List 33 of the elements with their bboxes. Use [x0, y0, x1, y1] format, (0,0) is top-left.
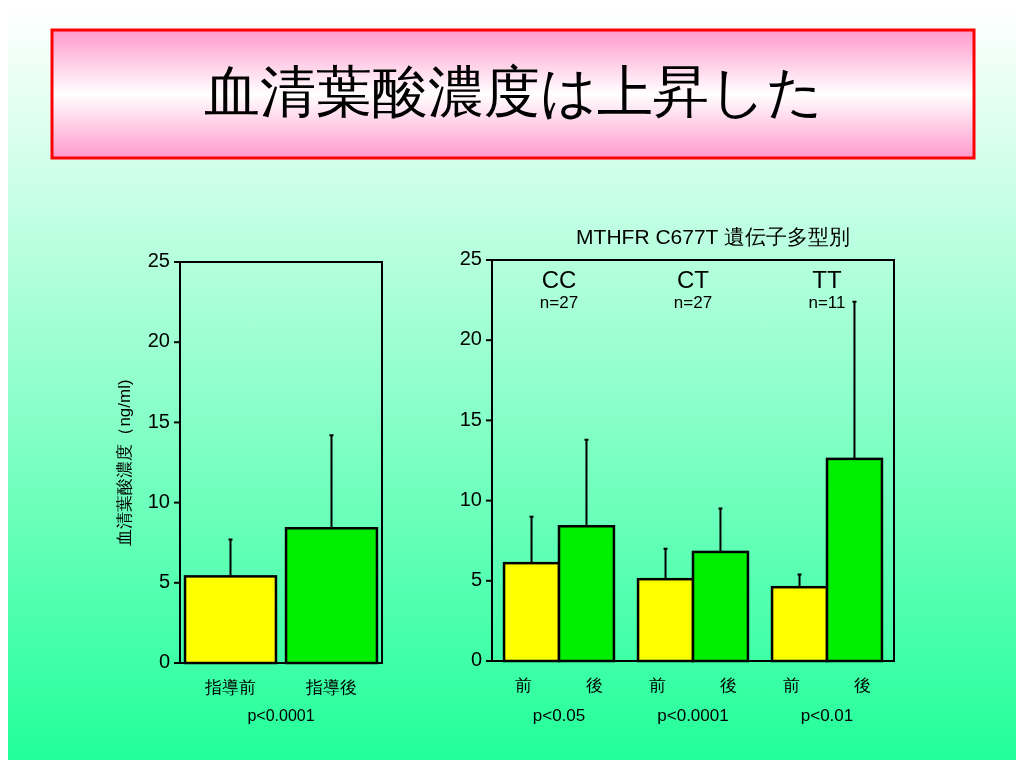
y-tick-label: 15: [147, 409, 170, 432]
y-tick-label: 20: [147, 329, 170, 352]
x-tick-label: 前: [649, 676, 667, 695]
annotation: CT: [677, 266, 710, 293]
y-axis-title: 血清葉酸濃度（ng/ml): [115, 379, 134, 546]
y-tick-label: 5: [158, 570, 170, 593]
text: p<0.0001: [247, 707, 315, 724]
text: p<0.0001: [657, 706, 729, 725]
y-tick-label: 25: [147, 249, 170, 272]
y-tick-label: 10: [459, 487, 482, 510]
x-tick-label: 指導前: [204, 678, 256, 697]
annotation: n=27: [539, 293, 579, 312]
x-tick-label: 前: [783, 676, 801, 695]
chart-title: MTHFR C677T 遺伝子多型別: [576, 225, 850, 248]
y-tick-label: 20: [459, 327, 482, 350]
annotation: n=27: [673, 293, 713, 312]
text: 血清葉酸濃度は上昇した: [203, 59, 823, 123]
y-tick-label: 0: [470, 648, 482, 671]
annotation: CC: [541, 266, 577, 293]
y-tick-label: 15: [459, 407, 482, 430]
y-tick-label: 25: [459, 247, 482, 270]
annotation: n=11: [808, 293, 846, 312]
annotation: TT: [812, 266, 842, 293]
y-tick-label: 0: [158, 650, 170, 673]
x-tick-label: 前: [515, 676, 533, 695]
y-tick-label: 5: [470, 568, 482, 591]
text: p<0.01: [800, 706, 854, 725]
x-tick-label: 後: [585, 676, 603, 695]
x-tick-label: 後: [719, 676, 737, 695]
x-tick-label: 指導後: [305, 678, 357, 697]
y-tick-label: 10: [147, 489, 170, 512]
x-tick-label: 後: [853, 676, 871, 695]
text: p<0.05: [532, 706, 586, 725]
